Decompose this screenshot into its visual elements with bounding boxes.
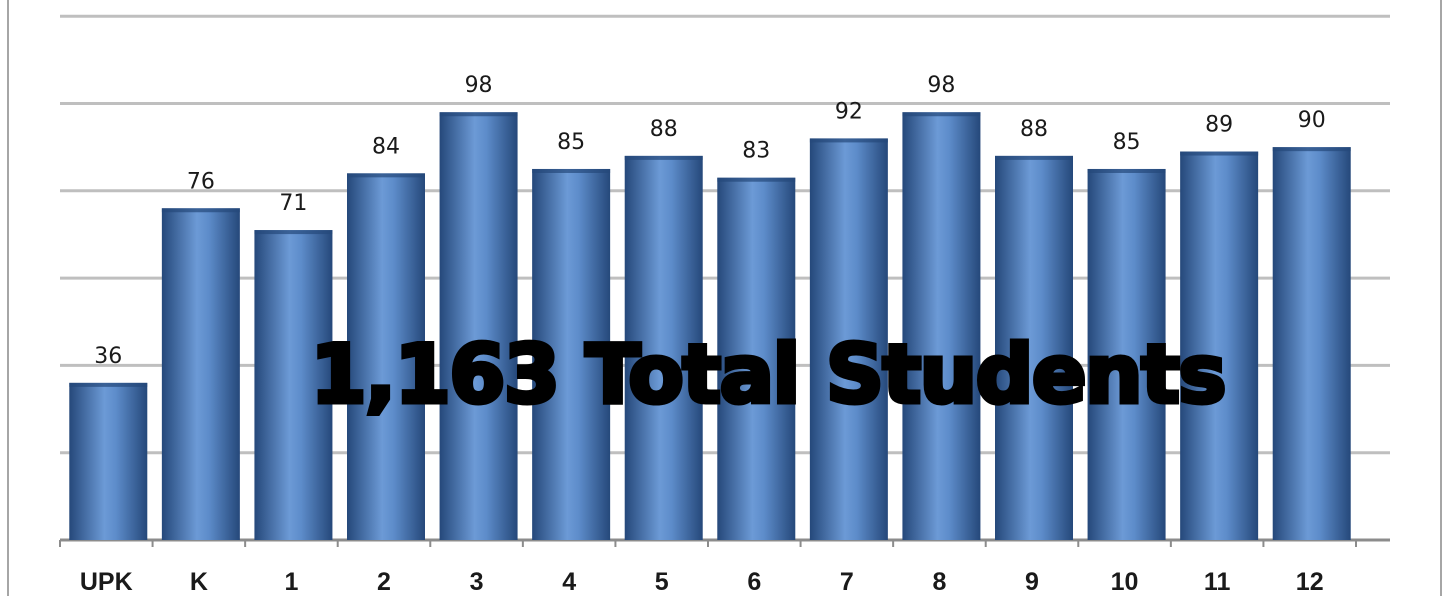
category-tick-label: 1 [284,568,298,596]
value-label: 71 [279,191,307,216]
bar-top-edge [809,138,888,143]
category-tick-label: 6 [747,568,761,596]
bar-top-edge [69,382,148,387]
bars [69,112,1351,541]
bar [439,112,518,540]
value-label: 84 [372,134,400,159]
bar [347,173,425,540]
category-labels: UPK K 1 2 3 4 5 6 7 8 9 10 11 12 [80,568,1324,596]
bar [161,208,240,540]
bar [1087,168,1166,540]
category-tick-label: 12 [1296,568,1324,596]
bar [902,112,981,540]
category-tick-label: 11 [1204,568,1231,596]
bar [1272,147,1351,540]
bar-top-edge [532,168,611,173]
value-label: 92 [835,99,863,124]
bar [809,138,888,541]
value-label: 83 [742,139,770,164]
bar-top-edge [717,177,796,182]
bar-top-edge [995,155,1073,160]
value-label: 88 [1020,117,1048,142]
value-labels: 36 76 71 84 98 85 88 83 92 98 88 85 89 90 [94,73,1325,369]
category-tick-label: K [190,568,208,596]
bar-top-edge [624,155,703,160]
bar [532,168,611,540]
category-tick-label: 5 [655,568,669,596]
bar-top-edge [254,230,333,235]
value-label: 88 [650,117,678,142]
bar [1180,151,1259,540]
value-label: 76 [187,169,215,194]
bar [254,230,333,540]
bar-top-edge [1180,151,1259,156]
value-label: 90 [1298,108,1326,133]
value-label: 85 [1113,130,1141,155]
value-label: 36 [94,344,122,369]
category-tick-label: 4 [562,568,576,596]
chart-title: 1,163 Total Students [311,328,1225,421]
category-tick-label: UPK [80,568,133,596]
category-tick-label: 10 [1111,568,1139,596]
bar-top-edge [1272,147,1351,152]
category-tick-label: 8 [932,568,946,596]
bar-top-edge [347,173,425,178]
category-tick-label: 3 [470,568,484,596]
bar [995,155,1073,540]
bar [69,382,148,540]
value-label: 98 [927,73,955,98]
bar [624,155,703,540]
category-tick-label: 7 [840,568,854,596]
bar-top-edge [1087,168,1166,173]
value-label: 89 [1205,113,1233,138]
bar-top-edge [902,112,981,117]
bar-top-edge [439,112,518,117]
value-label: 85 [557,130,585,155]
bar [717,177,796,540]
category-tick-label: 9 [1025,568,1039,596]
bar-top-edge [161,208,240,213]
category-tick-label: 2 [377,568,391,596]
value-label: 98 [465,73,493,98]
